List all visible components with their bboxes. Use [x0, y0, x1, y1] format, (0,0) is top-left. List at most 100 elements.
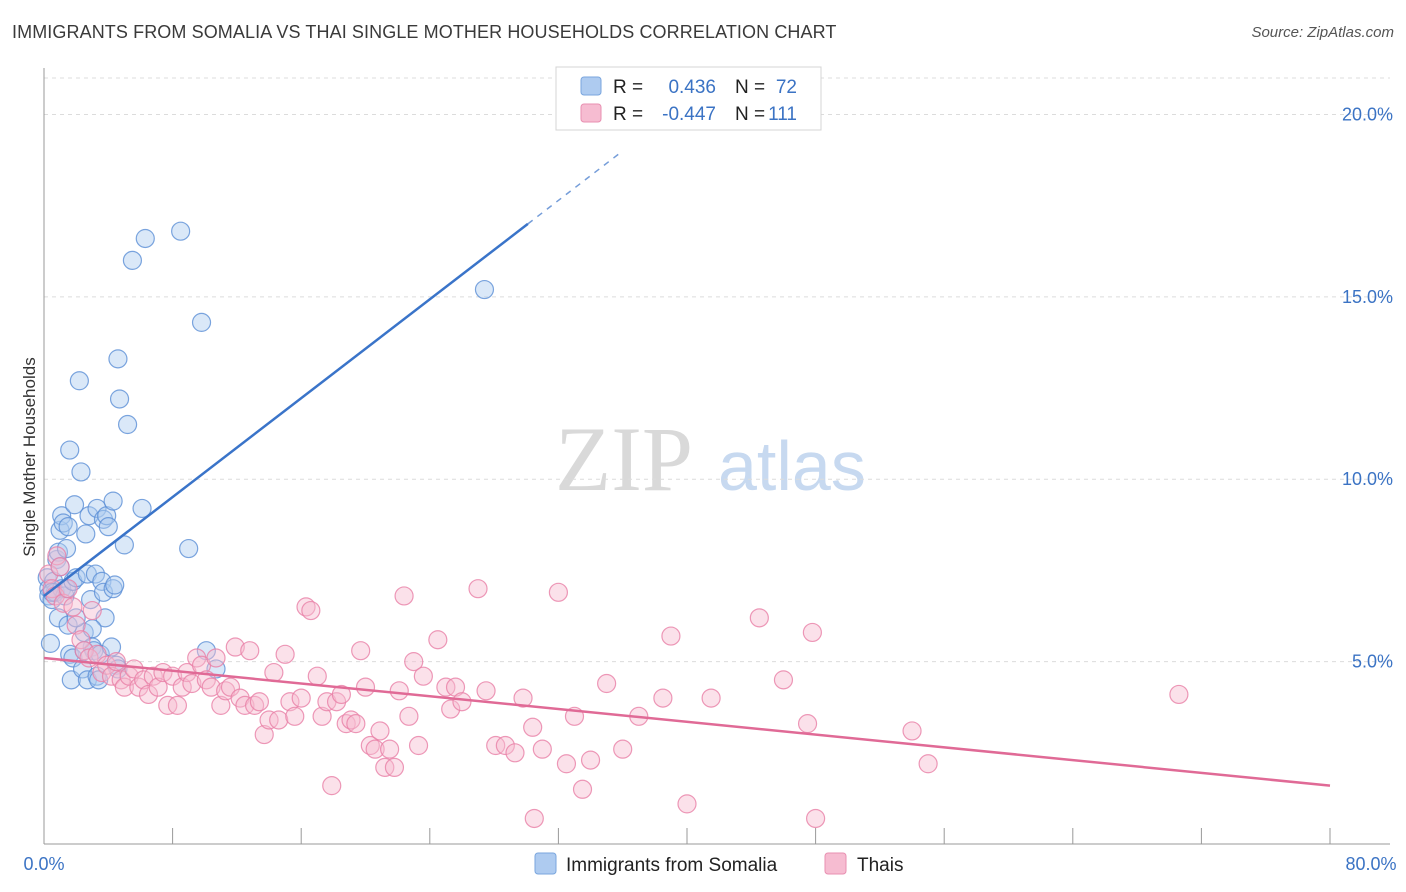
- bottom-legend-swatch-thais: [824, 852, 847, 875]
- source-label: Source: ZipAtlas.com: [1251, 24, 1394, 41]
- data-points: [37, 221, 1189, 829]
- watermark: ZIP atlas: [555, 408, 866, 510]
- point-1-106: [773, 670, 794, 690]
- point-0-24: [64, 495, 85, 515]
- point-1-12: [82, 600, 102, 621]
- trend-line-0: [43, 222, 529, 597]
- trend-line-1: [43, 656, 1331, 787]
- point-1-7: [63, 597, 83, 617]
- point-1-71: [370, 721, 390, 741]
- point-1-41: [220, 677, 241, 697]
- point-1-8: [66, 615, 86, 635]
- y-axis-label: Single Mother Households: [20, 357, 39, 556]
- point-0-47: [98, 517, 118, 537]
- point-1-70: [365, 739, 385, 759]
- bottom-legend-swatch-somalia: [534, 852, 557, 875]
- point-1-67: [351, 641, 371, 661]
- legend-n-value-1: 72: [776, 77, 797, 98]
- chart-title: IMMIGRANTS FROM SOMALIA VS THAI SINGLE M…: [12, 22, 837, 42]
- point-1-19: [114, 677, 134, 697]
- point-1-58: [307, 666, 327, 686]
- point-1-79: [408, 735, 429, 756]
- point-0-63: [191, 312, 212, 332]
- y-tick-label-2: 15.0%: [1342, 287, 1393, 307]
- point-0-56: [114, 535, 134, 555]
- point-1-85: [452, 692, 472, 712]
- legend-n-value-2: 111: [768, 104, 797, 125]
- point-1-6: [58, 579, 78, 599]
- point-1-61: [322, 776, 342, 796]
- point-0-50: [103, 491, 123, 511]
- point-1-72: [375, 757, 395, 778]
- point-1-107: [797, 714, 818, 734]
- point-1-91: [513, 688, 533, 708]
- legend-r-value-1: 0.436: [668, 77, 716, 98]
- point-1-89: [495, 735, 515, 756]
- point-0-64: [196, 641, 216, 661]
- point-0-39: [87, 498, 107, 519]
- point-1-48: [254, 724, 274, 745]
- point-1-88: [486, 735, 506, 756]
- point-1-97: [580, 750, 601, 770]
- stats-legend: R = 0.436 N = 72 R = -0.447 N = 111: [555, 66, 822, 131]
- y-tick-label-1: 10.0%: [1342, 469, 1393, 489]
- point-1-54: [285, 706, 305, 726]
- point-1-49: [259, 710, 279, 730]
- point-0-57: [117, 414, 138, 435]
- point-0-60: [135, 228, 155, 249]
- point-0-27: [71, 462, 91, 482]
- x-tick-marks: [43, 828, 1331, 844]
- point-0-61: [171, 221, 191, 241]
- point-1-33: [182, 673, 202, 694]
- point-1-98: [597, 673, 617, 694]
- point-1-55: [291, 688, 311, 708]
- point-0-17: [58, 517, 78, 537]
- y-tick-label-0: 5.0%: [1352, 652, 1393, 672]
- point-0-20: [60, 440, 80, 460]
- point-1-66: [346, 714, 366, 734]
- point-1-52: [275, 644, 295, 664]
- point-1-76: [394, 586, 414, 606]
- point-1-59: [312, 706, 332, 726]
- trend-line-extension-0: [527, 150, 624, 225]
- point-1-63: [331, 684, 351, 705]
- point-1-17: [106, 652, 126, 672]
- point-1-5: [53, 593, 73, 613]
- point-1-101: [653, 688, 673, 708]
- point-1-53: [280, 692, 300, 712]
- point-0-69: [66, 608, 86, 628]
- point-0-66: [474, 279, 495, 300]
- series-1-points: [39, 546, 1189, 829]
- point-1-30: [167, 695, 188, 715]
- point-1-75: [389, 681, 409, 701]
- point-1-86: [468, 579, 488, 599]
- point-1-57: [301, 600, 321, 621]
- point-0-18: [58, 615, 78, 635]
- point-1-92: [523, 717, 543, 737]
- point-1-112: [524, 808, 544, 829]
- point-1-9: [71, 630, 91, 650]
- point-1-68: [355, 677, 376, 697]
- point-1-39: [211, 695, 231, 715]
- bottom-legend-label-thais: Thais: [857, 855, 903, 876]
- legend-r-value-2: -0.447: [662, 104, 716, 125]
- point-1-27: [153, 662, 173, 683]
- legend-r-label-1: R =: [613, 77, 643, 98]
- point-1-4: [50, 557, 70, 577]
- series-legend: Immigrants from Somalia Thais: [534, 852, 903, 876]
- point-0-37: [85, 564, 106, 584]
- trend-lines: [43, 150, 1331, 787]
- point-0-26: [69, 371, 89, 391]
- point-1-104: [701, 688, 721, 708]
- point-0-30: [76, 524, 96, 544]
- point-1-51: [269, 710, 289, 730]
- point-0-58: [122, 250, 143, 270]
- point-1-108: [805, 808, 826, 829]
- point-1-26: [148, 677, 168, 697]
- gridlines: [44, 77, 1390, 663]
- series-0-points: [37, 221, 495, 690]
- point-0-62: [179, 538, 199, 559]
- point-0-51: [105, 575, 125, 595]
- x-tick-label-max: 80.0%: [1345, 854, 1396, 874]
